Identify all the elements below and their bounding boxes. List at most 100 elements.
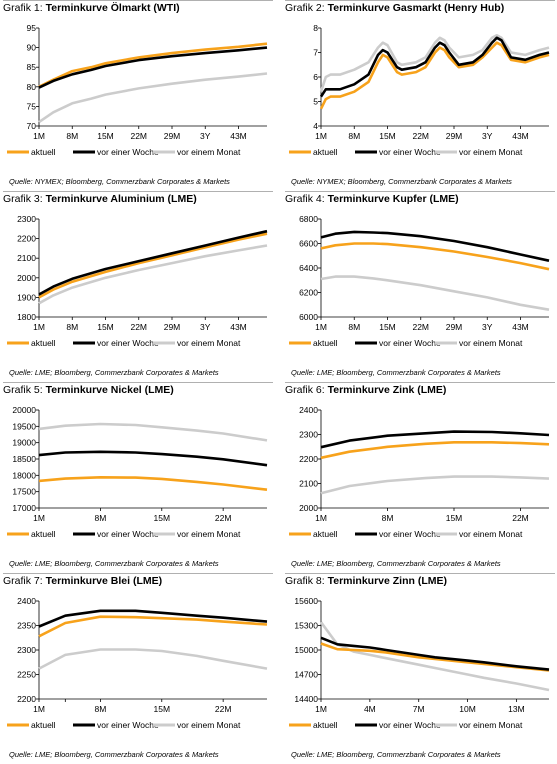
x-tick-label: 1M bbox=[33, 131, 45, 141]
series-line-vor-einem-monat bbox=[38, 422, 268, 442]
y-tick-label: 2250 bbox=[17, 670, 36, 680]
series-line-vor-einer-woche bbox=[320, 430, 550, 449]
x-tick-label: 13M bbox=[508, 704, 525, 714]
chart-title-name: Terminkurve Aluminium (LME) bbox=[42, 193, 197, 205]
divider bbox=[3, 191, 273, 192]
x-tick-label: 3Y bbox=[482, 322, 493, 332]
x-tick-label: 1M bbox=[33, 704, 45, 714]
divider bbox=[285, 0, 555, 1]
divider bbox=[285, 382, 555, 383]
x-tick-label: 1M bbox=[315, 704, 327, 714]
chart-panel-4: Grafik 4: Terminkurve Kupfer (LME) 6000 62… bbox=[285, 191, 555, 379]
series-line-aktuell bbox=[38, 42, 268, 88]
x-tick-label: 29M bbox=[446, 322, 463, 332]
chart-title: Grafik 1: Terminkurve Ölmarkt (WTI) bbox=[3, 2, 180, 14]
x-tick-label: 15M bbox=[379, 322, 396, 332]
chart-title: Grafik 4: Terminkurve Kupfer (LME) bbox=[285, 193, 459, 205]
legend-label: aktuell bbox=[31, 529, 56, 539]
series-line-vor-einer-woche bbox=[38, 229, 268, 296]
legend-label: vor einem Monat bbox=[177, 720, 241, 730]
y-tick-label: 2350 bbox=[17, 621, 36, 631]
chart-title-name: Terminkurve Zinn (LME) bbox=[324, 575, 448, 587]
chart-title: Grafik 8: Terminkurve Zinn (LME) bbox=[285, 575, 447, 587]
chart-title: Grafik 5: Terminkurve Nickel (LME) bbox=[3, 384, 174, 396]
y-tick-label: 2300 bbox=[299, 430, 318, 440]
x-tick-label: 15M bbox=[379, 131, 396, 141]
line-chart: 6000 6200 6400 6600 6800 1M 8M 15M 22M 29M 3Y 43M ak… bbox=[289, 214, 550, 348]
legend-label: vor einem Monat bbox=[459, 529, 523, 539]
chart-title: Grafik 2: Terminkurve Gasmarkt (Henry Hu… bbox=[285, 2, 504, 14]
y-tick-label: 95 bbox=[27, 23, 37, 33]
chart-title-prefix: Grafik 2: bbox=[285, 2, 325, 14]
y-tick-label: 15600 bbox=[294, 596, 318, 606]
x-tick-label: 22M bbox=[215, 513, 232, 523]
y-tick-label: 2100 bbox=[17, 253, 36, 263]
chart-title-name: Terminkurve Kupfer (LME) bbox=[324, 193, 459, 205]
x-tick-label: 15M bbox=[97, 131, 114, 141]
x-tick-label: 8M bbox=[94, 513, 106, 523]
y-tick-label: 18500 bbox=[12, 454, 36, 464]
chart-title-prefix: Grafik 4: bbox=[285, 193, 325, 205]
y-tick-label: 14400 bbox=[294, 694, 318, 704]
y-tick-label: 2100 bbox=[299, 479, 318, 489]
y-tick-label: 19000 bbox=[12, 438, 36, 448]
line-chart: 70 75 80 85 90 95 1M 8M 15M 22M 29M 3Y 43M aktuell vor… bbox=[7, 23, 268, 157]
legend-label: vor einem Monat bbox=[177, 529, 241, 539]
series-line-vor-einer-woche bbox=[38, 450, 268, 467]
x-tick-label: 3Y bbox=[482, 131, 493, 141]
y-tick-label: 2000 bbox=[299, 503, 318, 513]
series-line-vor-einer-woche bbox=[38, 609, 268, 628]
x-tick-label: 8M bbox=[66, 322, 78, 332]
series-line-vor-einem-monat bbox=[319, 34, 550, 93]
legend-label: aktuell bbox=[31, 147, 56, 157]
y-tick-label: 70 bbox=[27, 121, 37, 131]
legend-label: vor einer Woche bbox=[379, 529, 441, 539]
chart-panel-1: Grafik 1: Terminkurve Ölmarkt (WTI) 70 75 8… bbox=[3, 0, 273, 188]
x-tick-label: 15M bbox=[97, 322, 114, 332]
chart-title: Grafik 6: Terminkurve Zink (LME) bbox=[285, 384, 446, 396]
chart-title-prefix: Grafik 1: bbox=[3, 2, 43, 14]
y-tick-label: 6000 bbox=[299, 312, 318, 322]
y-tick-label: 90 bbox=[27, 43, 37, 53]
y-tick-label: 2400 bbox=[299, 405, 318, 415]
legend-label: vor einem Monat bbox=[177, 147, 241, 157]
x-tick-label: 15M bbox=[153, 704, 170, 714]
y-tick-label: 1900 bbox=[17, 292, 36, 302]
legend-label: vor einer Woche bbox=[379, 338, 441, 348]
source-note: Quelle: LME; Bloomberg, Commerzbank Corp… bbox=[9, 368, 219, 377]
source-note: Quelle: LME; Bloomberg, Commerzbank Corp… bbox=[291, 750, 501, 759]
chart-panel-8: Grafik 8: Terminkurve Zinn (LME) 14400 147… bbox=[285, 573, 555, 761]
x-tick-label: 4M bbox=[364, 704, 376, 714]
legend-label: vor einem Monat bbox=[459, 338, 523, 348]
x-tick-label: 29M bbox=[164, 131, 181, 141]
x-tick-label: 29M bbox=[446, 131, 463, 141]
x-tick-label: 8M bbox=[382, 513, 394, 523]
source-note: Quelle: NYMEX; Bloomberg, Commerzbank Co… bbox=[291, 177, 512, 186]
x-tick-label: 1M bbox=[33, 322, 45, 332]
series-line-aktuell bbox=[320, 642, 550, 672]
legend-label: aktuell bbox=[313, 338, 338, 348]
legend-label: vor einer Woche bbox=[97, 529, 159, 539]
source-note: Quelle: LME; Bloomberg, Commerzbank Corp… bbox=[9, 559, 219, 568]
series-line-vor-einem-monat bbox=[38, 72, 268, 124]
legend-label: aktuell bbox=[313, 147, 338, 157]
legend-label: vor einer Woche bbox=[379, 147, 441, 157]
y-tick-label: 2200 bbox=[299, 454, 318, 464]
line-chart: 2000 2100 2200 2300 2400 1M 8M 15M 22M aktuell vor… bbox=[289, 405, 550, 539]
y-tick-label: 8 bbox=[313, 23, 318, 33]
line-chart: 4 5 6 7 8 1M 8M 15M 22M 29M 3Y 43M aktuell vor einer … bbox=[289, 23, 550, 157]
y-tick-label: 19500 bbox=[12, 421, 36, 431]
series-line-vor-einem-monat bbox=[320, 475, 550, 495]
x-tick-label: 1M bbox=[315, 513, 327, 523]
y-tick-label: 5 bbox=[313, 97, 318, 107]
series-line-vor-einer-woche bbox=[320, 230, 550, 262]
chart-title: Grafik 3: Terminkurve Aluminium (LME) bbox=[3, 193, 197, 205]
chart-panel-6: Grafik 6: Terminkurve Zink (LME) 2000 2100… bbox=[285, 382, 555, 570]
chart-title-prefix: Grafik 6: bbox=[285, 384, 325, 396]
chart-panel-3: Grafik 3: Terminkurve Aluminium (LME) 180… bbox=[3, 191, 273, 379]
x-tick-label: 22M bbox=[130, 131, 147, 141]
line-chart: 17000 17500 18000 18500 19000 19500 20000 1M 8M 1… bbox=[7, 405, 268, 539]
y-tick-label: 2400 bbox=[17, 596, 36, 606]
x-tick-label: 29M bbox=[164, 322, 181, 332]
y-tick-label: 14700 bbox=[294, 670, 318, 680]
